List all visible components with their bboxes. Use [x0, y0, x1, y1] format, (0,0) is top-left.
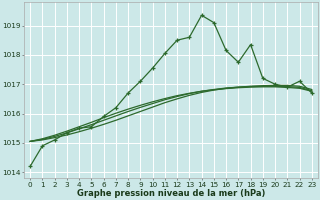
X-axis label: Graphe pression niveau de la mer (hPa): Graphe pression niveau de la mer (hPa) — [77, 189, 265, 198]
